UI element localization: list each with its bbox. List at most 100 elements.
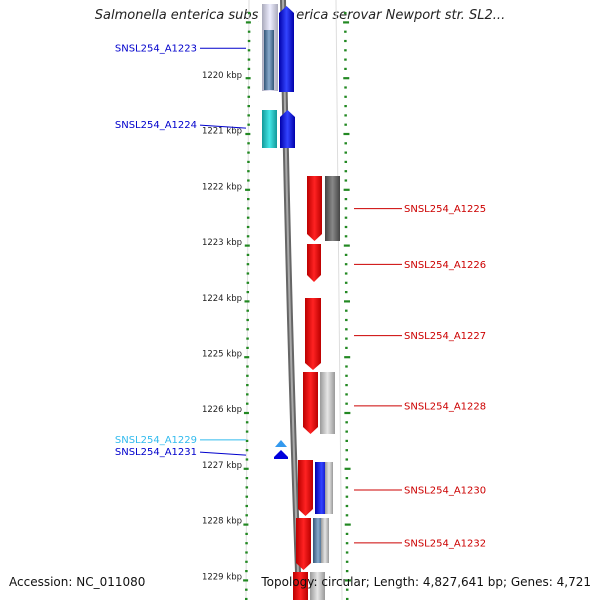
dotted-track-mark [343, 132, 350, 136]
dotted-track-mark [244, 300, 250, 303]
scale-tick-label: 1225 kbp [202, 350, 242, 360]
dotted-track-mark [345, 384, 348, 387]
scale-tick-label: 1220 kbp [202, 71, 242, 81]
dotted-track-mark [345, 337, 348, 340]
gene-feature-forward [305, 298, 321, 370]
dotted-track-mark [345, 532, 349, 535]
dotted-track-mark [345, 551, 349, 554]
gene-label: SNSL254_A1227 [404, 331, 486, 342]
dotted-track-mark [345, 402, 348, 405]
dotted-track-mark [243, 523, 249, 526]
dotted-track-mark [344, 207, 348, 210]
gene-feature-small [274, 450, 288, 459]
dotted-track-mark [246, 318, 249, 322]
dotted-track-mark [343, 77, 350, 80]
dotted-track-mark [345, 570, 349, 573]
dotted-track-mark [344, 356, 351, 359]
dotted-track-mark [245, 421, 249, 424]
rna-feature [262, 110, 277, 148]
right-track-guide [335, 0, 343, 600]
accession-text: Accession: NC_011080 [9, 575, 146, 589]
dotted-track-mark [344, 170, 348, 173]
dotted-track-mark [344, 30, 347, 33]
dotted-track-mark [245, 188, 251, 191]
dotted-track-mark [345, 542, 349, 545]
dotted-track-mark [247, 105, 250, 108]
dotted-track-mark [345, 588, 349, 591]
dotted-track-mark [243, 411, 249, 415]
dotted-track-mark [344, 142, 347, 145]
dotted-track-mark [245, 77, 251, 80]
scale-tick-label: 1227 kbp [202, 461, 242, 471]
dotted-track-mark [247, 95, 251, 98]
dotted-track-mark [247, 160, 250, 163]
dotted-track-mark [245, 449, 249, 452]
gene-block [325, 176, 340, 241]
gene-label: SNSL254_A1230 [404, 485, 486, 496]
left-track-guide [245, 0, 250, 600]
scale-tick-label: 1222 kbp [202, 182, 242, 192]
dotted-track-mark [247, 151, 250, 154]
scale-tick-label: 1224 kbp [202, 294, 242, 304]
dotted-track-mark [345, 458, 349, 461]
gene-label: SNSL254_A1225 [404, 204, 486, 215]
dotted-track-mark [344, 411, 351, 415]
scale-tick-label: 1221 kbp [202, 127, 242, 137]
dotted-track-mark [345, 449, 348, 452]
gene-block [320, 372, 335, 434]
dotted-track-mark [245, 132, 251, 136]
dotted-track-mark [246, 337, 249, 340]
dotted-track-mark [243, 467, 249, 470]
dotted-track-mark [345, 430, 348, 433]
dotted-track-mark [345, 597, 349, 600]
dotted-track-mark [246, 281, 250, 284]
gene-feature-forward [293, 572, 308, 600]
dotted-track-mark [345, 365, 348, 368]
gene-feature-forward [296, 518, 311, 570]
gene-label: SNSL254_A1228 [404, 401, 486, 412]
dotted-track-mark [247, 67, 251, 70]
dotted-track-mark [247, 39, 251, 43]
dotted-track-mark [345, 318, 348, 322]
dotted-track-mark [345, 486, 349, 489]
dotted-track-mark [344, 291, 348, 294]
dotted-track-mark [344, 467, 351, 470]
gene-block [264, 30, 274, 90]
dotted-track-mark [345, 309, 348, 312]
topology-summary: Topology: circular; Length: 4,827,641 bp… [261, 575, 591, 589]
dotted-track-mark [344, 179, 348, 182]
dotted-track-mark [343, 188, 350, 191]
dotted-track-mark [344, 300, 351, 303]
dotted-track-mark [345, 328, 348, 331]
dotted-track-mark [344, 151, 348, 154]
dotted-track-mark [246, 346, 249, 349]
gene-block [321, 518, 329, 563]
dotted-track-mark [247, 30, 251, 33]
dotted-track-mark [245, 430, 249, 433]
dotted-track-mark [344, 160, 348, 163]
dotted-track-mark [345, 477, 349, 480]
dotted-track-mark [247, 198, 250, 201]
dotted-track-mark [247, 86, 251, 89]
dotted-track-mark [244, 244, 250, 247]
dotted-track-mark [344, 272, 348, 275]
dotted-track-mark [247, 49, 251, 52]
gene-label: SNSL254_A1231 [115, 447, 197, 458]
dotted-track-mark [245, 588, 248, 591]
dotted-track-mark [344, 86, 347, 89]
dotted-track-mark [344, 123, 347, 126]
dotted-track-mark [343, 21, 350, 24]
dotted-track-mark [245, 477, 249, 480]
dotted-track-mark [344, 253, 348, 256]
dotted-track-mark [245, 402, 249, 405]
dotted-track-mark [344, 216, 348, 219]
dotted-track-mark [245, 495, 249, 498]
dotted-track-mark [247, 142, 250, 145]
dotted-track-mark [245, 21, 251, 24]
dotted-track-mark [246, 393, 249, 396]
gene-feature-forward [298, 460, 313, 516]
dotted-track-mark [344, 281, 348, 284]
dotted-track-mark [343, 244, 350, 247]
dotted-track-mark [243, 579, 249, 582]
